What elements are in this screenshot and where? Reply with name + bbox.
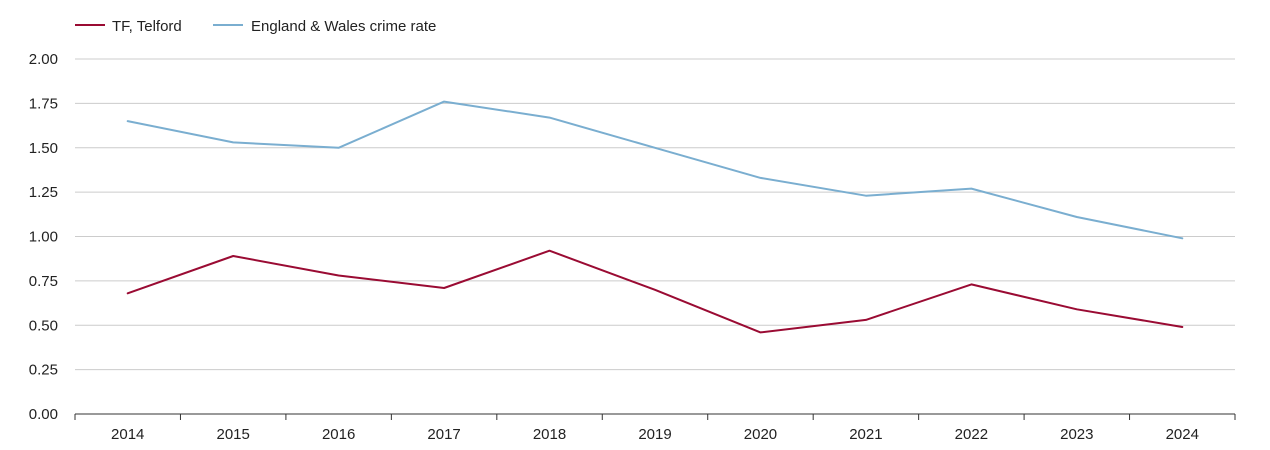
y-tick-label: 0.75 — [29, 273, 58, 290]
series-line-england-wales[interactable] — [126, 100, 1184, 240]
x-tick-label: 2020 — [744, 426, 777, 443]
y-tick-label: 2.00 — [29, 51, 58, 68]
y-tick-label: 1.75 — [29, 95, 58, 112]
x-tick-label: 2021 — [849, 426, 882, 443]
x-tick-label: 2022 — [955, 426, 988, 443]
x-tick-label: 2024 — [1166, 426, 1199, 443]
y-axis-labels: 0.00 0.25 0.50 0.75 1.00 1.25 1.50 1.75 2.00 — [29, 51, 58, 423]
y-tick-label: 1.00 — [29, 229, 58, 246]
series-line-telford[interactable] — [126, 249, 1184, 334]
x-tick-label: 2015 — [216, 426, 249, 443]
y-tick-label: 0.50 — [29, 317, 58, 334]
y-tick-label: 1.25 — [29, 184, 58, 201]
legend-item-telford[interactable]: TF, Telford — [75, 18, 182, 35]
x-axis: 2014 2015 2016 2017 2018 2019 2020 2021 2022 2023… — [74, 413, 1236, 443]
x-tick-label: 2023 — [1060, 426, 1093, 443]
y-tick-label: 0.00 — [29, 406, 58, 423]
x-tick-label: 2017 — [427, 426, 460, 443]
legend: TF, Telford England & Wales crime rate — [75, 18, 436, 35]
x-tick-label: 2016 — [322, 426, 355, 443]
x-tick-label: 2014 — [111, 426, 144, 443]
legend-label-telford: TF, Telford — [112, 18, 182, 35]
legend-label-england-wales: England & Wales crime rate — [251, 18, 436, 35]
x-tick-label: 2018 — [533, 426, 566, 443]
series-lines — [126, 100, 1184, 334]
legend-item-england-wales[interactable]: England & Wales crime rate — [213, 18, 436, 35]
y-tick-label: 1.50 — [29, 140, 58, 157]
gridlines — [75, 58, 1235, 371]
y-tick-label: 0.25 — [29, 362, 58, 379]
x-tick-label: 2019 — [638, 426, 671, 443]
